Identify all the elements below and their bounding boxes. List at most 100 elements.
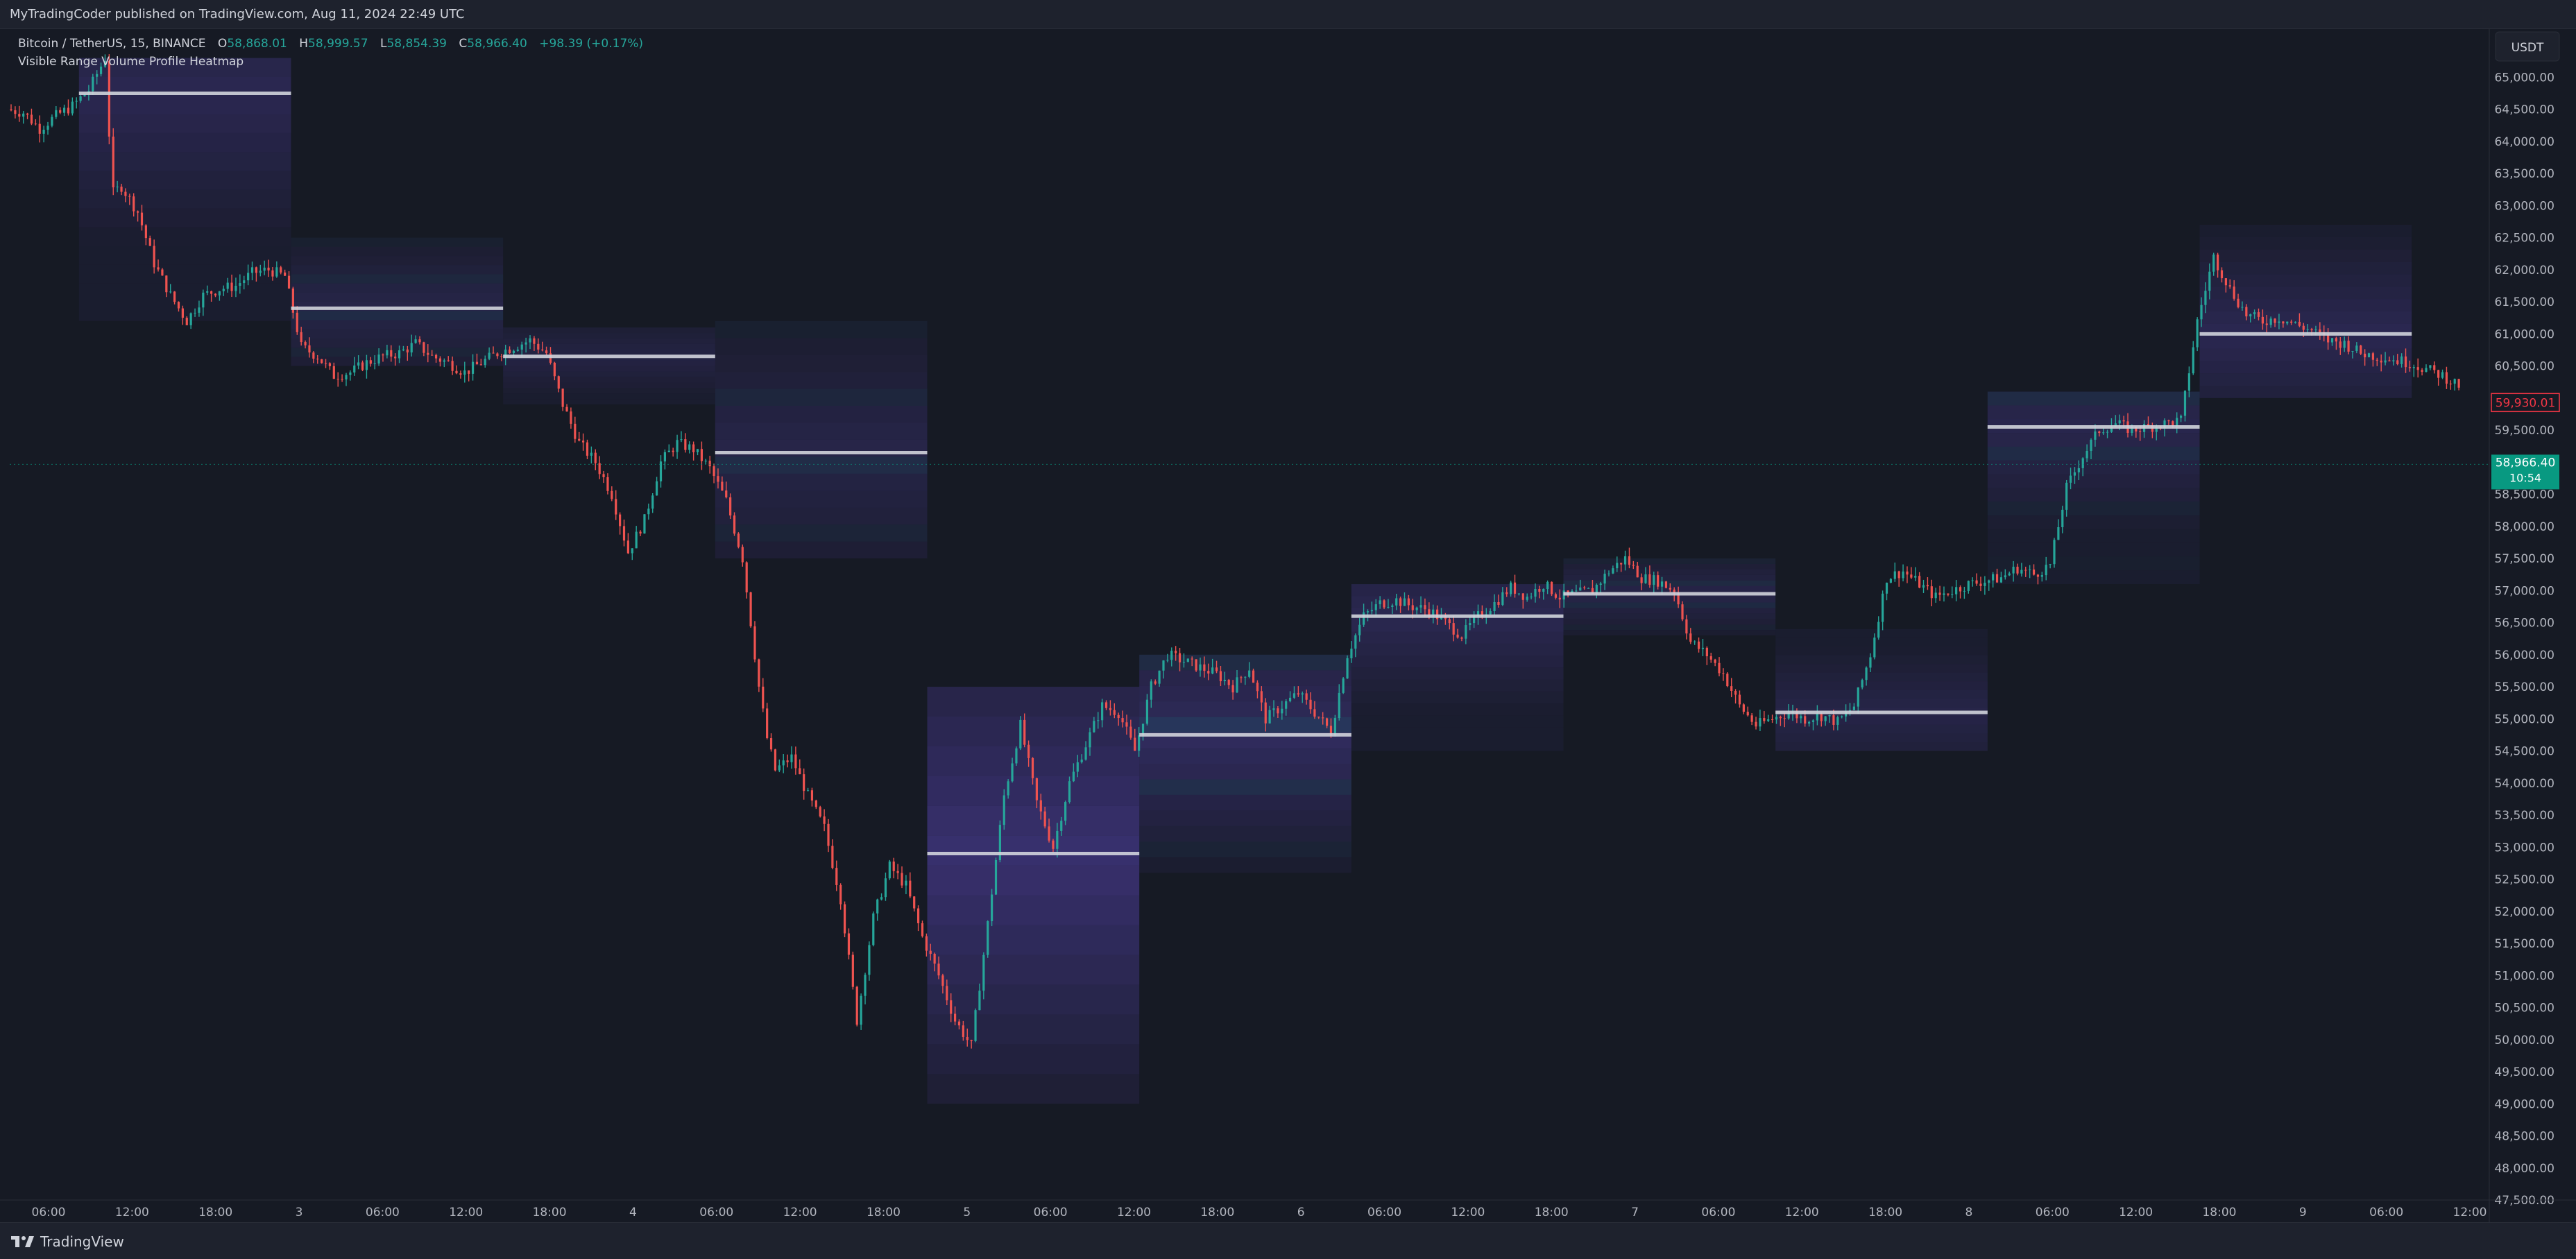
- candle-body: [1771, 719, 1774, 720]
- candle-body: [1219, 671, 1222, 682]
- time-tick-label: 18:00: [533, 1206, 567, 1219]
- indicator-name: Visible Range Volume Profile Heatmap: [18, 55, 244, 69]
- candle-body: [1664, 581, 1668, 588]
- time-tick-label: 7: [1631, 1206, 1639, 1219]
- candle-body: [872, 913, 875, 945]
- candle-body: [1313, 709, 1316, 717]
- candle-body: [1080, 760, 1083, 762]
- price-tick-label: 53,000.00: [2494, 841, 2554, 855]
- candle-body: [615, 499, 617, 515]
- candle-body: [2294, 321, 2297, 323]
- candle-body: [1350, 649, 1353, 658]
- candle-body: [2257, 312, 2260, 317]
- candle-body: [1660, 581, 1664, 587]
- currency-button[interactable]: [2495, 31, 2560, 62]
- candle-body: [1612, 568, 1614, 574]
- heatmap-cell: [1563, 569, 1776, 575]
- heatmap-cell: [1775, 637, 1988, 646]
- candle-body: [1959, 587, 1962, 592]
- heatmap-cell: [1139, 748, 1351, 764]
- candle-body: [1861, 680, 1863, 688]
- price-tick-label: 60,500.00: [2494, 360, 2554, 374]
- candle-body: [1726, 674, 1729, 687]
- candle-body: [2053, 540, 2056, 565]
- candle-body: [524, 342, 527, 345]
- candle-body: [55, 110, 58, 117]
- candle-body: [214, 293, 217, 296]
- heatmap-cell: [2199, 274, 2412, 287]
- candle-body: [635, 531, 638, 549]
- candle-body: [1513, 582, 1517, 594]
- candle-body: [950, 1000, 953, 1014]
- heatmap-cell: [1775, 664, 1988, 673]
- candle-body: [725, 490, 728, 498]
- price-tick-label: 52,500.00: [2494, 873, 2554, 887]
- candle-body: [1906, 571, 1909, 575]
- candle-body: [2330, 338, 2334, 343]
- candle-body: [598, 463, 601, 474]
- time-tick-label: 18:00: [198, 1206, 232, 1219]
- price-axis[interactable]: [2489, 29, 2576, 1222]
- candle-body: [622, 526, 626, 541]
- candle-body: [148, 238, 151, 246]
- candle-body: [1930, 586, 1933, 599]
- heatmap-cell: [2199, 299, 2412, 311]
- candle-body: [1109, 708, 1112, 710]
- candle-body: [1342, 678, 1345, 693]
- candle-body: [230, 282, 233, 291]
- candle-body: [1448, 619, 1451, 624]
- heatmap-cell: [78, 171, 291, 190]
- candle-body: [59, 110, 62, 113]
- candle-body: [1755, 721, 1757, 727]
- candle-body: [855, 986, 858, 1025]
- candle-body: [459, 373, 462, 375]
- tradingview-logo[interactable]: TradingView: [11, 1233, 124, 1251]
- candle-body: [2347, 341, 2350, 352]
- candle-body: [941, 975, 944, 986]
- candle-body: [1644, 574, 1647, 583]
- candle-body: [1027, 744, 1030, 758]
- heatmap-cell: [2199, 249, 2412, 262]
- candle-body: [2151, 425, 2153, 432]
- candle-body: [2310, 329, 2313, 331]
- candle-body: [2135, 427, 2138, 432]
- candle-body: [656, 481, 658, 496]
- candle-body: [108, 61, 110, 137]
- candle-body: [1154, 681, 1157, 684]
- candle-body: [1383, 600, 1385, 608]
- candle-body: [2302, 325, 2305, 330]
- candle-body: [545, 350, 548, 354]
- candle-body: [782, 760, 785, 766]
- candle-body: [431, 354, 434, 356]
- heatmap-cell: [2199, 348, 2412, 361]
- candle-body: [2404, 356, 2407, 368]
- heatmap-cell: [2199, 286, 2412, 300]
- candle-body: [1865, 667, 1868, 680]
- price-tick-label: 55,500.00: [2494, 680, 2554, 694]
- candle-body: [2065, 482, 2068, 510]
- heatmap-cell: [715, 473, 928, 491]
- candle-body: [2286, 321, 2289, 324]
- heatmap-cell: [503, 371, 715, 377]
- candle-body: [1362, 612, 1365, 625]
- price-chart[interactable]: 65,000.00 64,500.00 64,000.00 63,500.00 63,0…: [0, 29, 2576, 1222]
- candle-body: [46, 126, 49, 130]
- candle-body: [1995, 574, 1999, 583]
- heatmap-cell: [503, 399, 715, 405]
- candle-body: [2274, 318, 2276, 323]
- candle-body: [2343, 341, 2346, 348]
- candle-body: [353, 365, 356, 372]
- heatmap-cell: [1139, 701, 1351, 717]
- candle-body: [1657, 575, 1660, 587]
- candle-body: [1374, 604, 1377, 610]
- candle-body: [806, 790, 810, 791]
- candle-body: [2416, 367, 2419, 370]
- price-tick-label: 54,000.00: [2494, 777, 2554, 791]
- candle-body: [741, 547, 744, 563]
- candle-body: [708, 461, 711, 467]
- candle-body: [2094, 431, 2097, 440]
- candle-body: [937, 963, 940, 976]
- candle-body: [537, 343, 540, 350]
- heatmap-cell: [927, 925, 1140, 955]
- candle-body: [2114, 423, 2117, 427]
